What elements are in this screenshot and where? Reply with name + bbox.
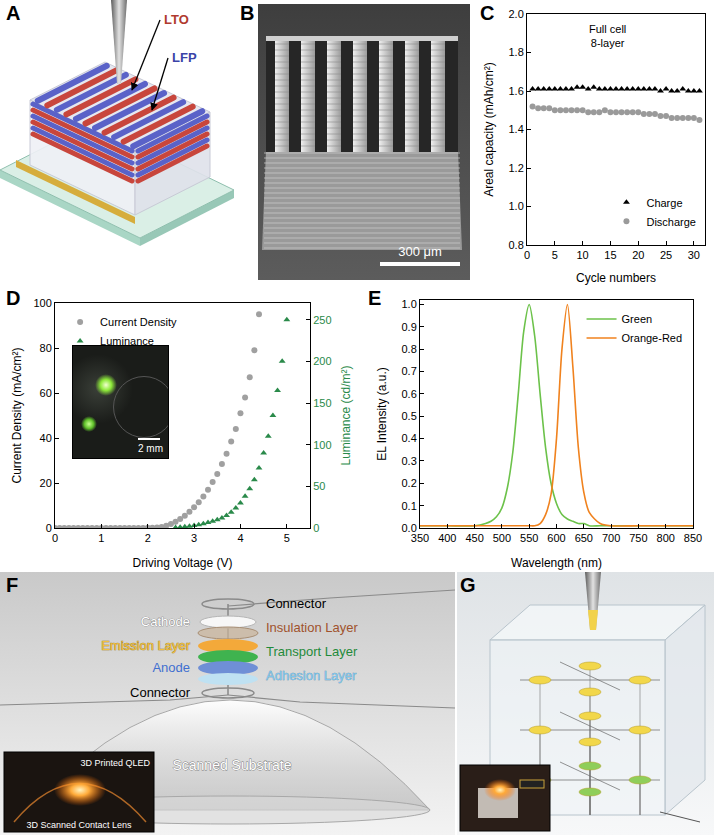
svg-text:3D Scanned Contact Lens: 3D Scanned Contact Lens — [26, 820, 132, 830]
svg-text:Current Density (mA/cm²): Current Density (mA/cm²) — [10, 347, 24, 483]
svg-text:Charge: Charge — [646, 197, 682, 209]
svg-text:250: 250 — [313, 314, 331, 326]
svg-text:Wavelength (nm): Wavelength (nm) — [511, 556, 602, 570]
svg-text:0.2: 0.2 — [402, 477, 417, 489]
svg-text:0.6: 0.6 — [402, 388, 417, 400]
svg-text:G: G — [460, 574, 476, 596]
svg-text:2.0: 2.0 — [509, 8, 524, 20]
svg-text:Anode: Anode — [152, 660, 190, 675]
svg-text:B: B — [240, 2, 254, 24]
svg-text:Discharge: Discharge — [646, 216, 696, 228]
svg-text:Cathode: Cathode — [141, 614, 190, 629]
svg-text:1.6: 1.6 — [509, 85, 524, 97]
svg-text:700: 700 — [602, 532, 620, 544]
svg-text:LFP: LFP — [172, 50, 197, 65]
svg-text:750: 750 — [629, 532, 647, 544]
svg-text:20: 20 — [40, 477, 52, 489]
svg-text:30: 30 — [688, 249, 700, 261]
svg-text:C: C — [480, 2, 494, 24]
svg-text:0.1: 0.1 — [402, 500, 417, 512]
svg-text:Cycle numbers: Cycle numbers — [576, 271, 656, 285]
svg-text:1.0: 1.0 — [402, 298, 417, 310]
svg-text:40: 40 — [40, 432, 52, 444]
svg-text:500: 500 — [493, 532, 511, 544]
svg-text:600: 600 — [547, 532, 565, 544]
svg-text:650: 650 — [575, 532, 593, 544]
svg-text:350: 350 — [411, 532, 429, 544]
svg-text:LTO: LTO — [164, 12, 189, 27]
svg-text:200: 200 — [313, 355, 331, 367]
svg-text:450: 450 — [465, 532, 483, 544]
svg-text:0: 0 — [52, 532, 58, 544]
svg-text:E: E — [368, 287, 381, 309]
svg-text:Current Density: Current Density — [100, 316, 177, 328]
svg-text:5: 5 — [284, 532, 290, 544]
svg-text:100: 100 — [313, 439, 331, 451]
svg-text:F: F — [6, 574, 18, 596]
svg-text:15: 15 — [604, 249, 616, 261]
svg-text:Connector: Connector — [130, 685, 191, 700]
svg-text:0: 0 — [46, 522, 52, 534]
svg-text:0.8: 0.8 — [509, 239, 524, 251]
svg-text:1.0: 1.0 — [509, 200, 524, 212]
svg-text:550: 550 — [520, 532, 538, 544]
svg-text:0.7: 0.7 — [402, 365, 417, 377]
svg-text:Orange-Red: Orange-Red — [622, 332, 683, 344]
svg-text:0: 0 — [313, 522, 319, 534]
svg-text:5: 5 — [552, 249, 558, 261]
svg-text:20: 20 — [632, 249, 644, 261]
svg-text:60: 60 — [40, 387, 52, 399]
svg-text:Emission Layer: Emission Layer — [101, 638, 191, 653]
svg-text:2: 2 — [145, 532, 151, 544]
svg-text:80: 80 — [40, 342, 52, 354]
html-text:2 mm: 2 mm — [138, 443, 163, 454]
svg-text:1.4: 1.4 — [509, 123, 524, 135]
svg-text:Transport Layer: Transport Layer — [266, 644, 358, 659]
svg-text:1: 1 — [98, 532, 104, 544]
svg-text:0.9: 0.9 — [402, 321, 417, 333]
svg-text:0.0: 0.0 — [402, 522, 417, 534]
svg-text:Green: Green — [622, 313, 653, 325]
svg-text:25: 25 — [660, 249, 672, 261]
svg-text:3: 3 — [191, 532, 197, 544]
svg-text:Driving Voltage (V): Driving Voltage (V) — [132, 556, 232, 570]
svg-text:100: 100 — [33, 297, 51, 309]
svg-text:0: 0 — [524, 249, 530, 261]
svg-text:Luminance (cd/m²): Luminance (cd/m²) — [339, 365, 353, 465]
svg-text:800: 800 — [657, 532, 675, 544]
svg-text:EL Intensity (a.u.): EL Intensity (a.u.) — [375, 367, 389, 461]
svg-text:50: 50 — [313, 480, 325, 492]
svg-text:4: 4 — [237, 532, 243, 544]
svg-text:400: 400 — [438, 532, 456, 544]
svg-text:0.4: 0.4 — [402, 432, 417, 444]
svg-text:1.8: 1.8 — [509, 46, 524, 58]
svg-text:0.3: 0.3 — [402, 455, 417, 467]
svg-text:Full cell8-layer: Full cell8-layer — [589, 23, 626, 49]
svg-text:10: 10 — [577, 249, 589, 261]
svg-text:D: D — [6, 287, 20, 309]
svg-text:A: A — [6, 2, 20, 24]
svg-text:850: 850 — [684, 532, 702, 544]
svg-text:0.8: 0.8 — [402, 343, 417, 355]
svg-text:Areal capacity (mAh/cm²): Areal capacity (mAh/cm²) — [482, 62, 496, 197]
svg-text:Luminance: Luminance — [100, 335, 154, 348]
svg-text:0.5: 0.5 — [402, 410, 417, 422]
svg-text:Insulation Layer: Insulation Layer — [266, 620, 358, 635]
svg-text:1.2: 1.2 — [509, 162, 524, 174]
svg-text:Scanned Substrate: Scanned Substrate — [172, 757, 291, 773]
svg-text:Connector: Connector — [266, 596, 327, 611]
svg-text:3D Printed QLED: 3D Printed QLED — [80, 758, 150, 768]
svg-text:Adhesion Layer: Adhesion Layer — [266, 668, 357, 683]
svg-text:300 μm: 300 μm — [398, 244, 442, 259]
svg-text:150: 150 — [313, 397, 331, 409]
